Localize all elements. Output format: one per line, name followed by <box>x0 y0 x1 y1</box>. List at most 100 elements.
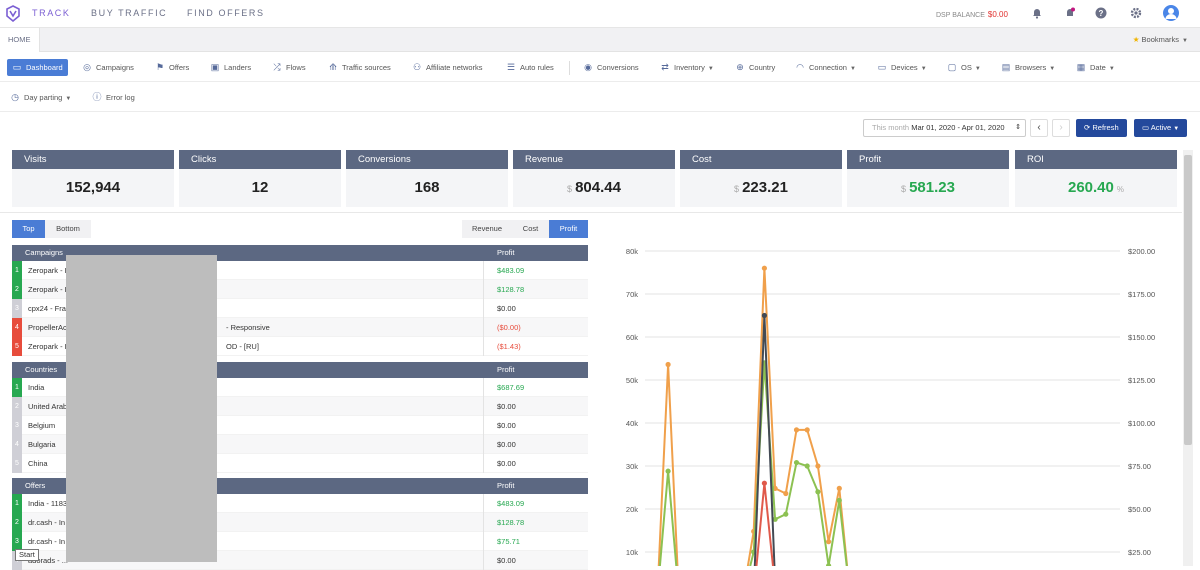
data-point[interactable] <box>772 516 778 522</box>
announcement-icon[interactable] <box>1064 7 1076 19</box>
rank-badge: 2 <box>12 280 22 299</box>
data-point[interactable] <box>836 485 842 491</box>
data-point[interactable] <box>836 497 842 503</box>
shuffle-icon: ⤮ <box>273 62 281 72</box>
data-point[interactable] <box>665 468 671 474</box>
nav-os[interactable]: ▢ OS ▼ <box>947 59 981 76</box>
y-right-tick-label: $25.00 <box>1128 548 1151 557</box>
column-divider <box>483 551 484 570</box>
table-column-header[interactable]: Profit <box>497 481 515 490</box>
data-point[interactable] <box>815 463 821 469</box>
toggle-cost[interactable]: Cost <box>512 220 549 238</box>
wifi-icon: ◠ <box>796 62 804 72</box>
app-logo-icon[interactable] <box>6 5 20 22</box>
data-point[interactable] <box>815 489 821 495</box>
browser-icon: ▤ <box>1001 62 1011 72</box>
data-point[interactable] <box>665 361 671 368</box>
nav-landers[interactable]: ▣ Landers <box>210 59 251 76</box>
nav-flows[interactable]: ⤮ Flows <box>272 59 305 76</box>
nav-date[interactable]: ▦ Date ▼ <box>1076 59 1115 76</box>
y-left-tick-label: 60k <box>626 333 638 342</box>
percent-symbol: % <box>1116 185 1124 194</box>
table-row[interactable]: 1 Zeropark - I $483.09 <box>12 261 588 280</box>
nav-dashboard[interactable]: ▭ Dashboard <box>7 59 68 76</box>
data-point[interactable] <box>761 265 767 271</box>
toggle-top[interactable]: Top <box>12 220 45 238</box>
data-point[interactable] <box>783 490 789 497</box>
page-scrollbar-thumb[interactable] <box>1184 155 1192 445</box>
refresh-button[interactable]: ⟳ Refresh <box>1076 119 1127 137</box>
stat-value: 152,944 <box>65 179 121 196</box>
column-divider <box>483 378 484 397</box>
nav-traffic-sources[interactable]: ⟰ Traffic sources <box>328 59 391 76</box>
row-profit: $0.00 <box>497 440 516 449</box>
user-avatar[interactable] <box>1163 5 1179 21</box>
row-name: China <box>28 459 48 468</box>
active-filter-button[interactable]: ▭ Active ▼ <box>1134 119 1188 137</box>
topnav-track[interactable]: TRACK <box>32 8 71 18</box>
table-row[interactable]: 3 cpx24 - Fra $0.00 <box>12 299 588 318</box>
column-divider <box>483 435 484 454</box>
topnav-find-offers[interactable]: FIND OFFERS <box>187 8 265 18</box>
nav-offers[interactable]: ⚑ Offers <box>155 59 189 76</box>
nav-devices[interactable]: ▭ Devices ▼ <box>877 59 927 76</box>
nav-devices-label: Devices <box>891 63 918 72</box>
table-row[interactable]: 5 Zeropark - I OD - [RU] ($1.43) <box>12 337 588 356</box>
nav-campaigns[interactable]: ◎ Campaigns <box>82 59 134 76</box>
data-point[interactable] <box>783 511 789 517</box>
nav-country[interactable]: ⊕ Country <box>735 59 775 76</box>
row-name: adorads - ... <box>28 556 69 565</box>
y-right-tick-label: $200.00 <box>1128 247 1155 256</box>
toggle-profit[interactable]: Profit <box>549 220 588 238</box>
nav-browsers[interactable]: ▤ Browsers ▼ <box>1001 59 1055 76</box>
data-point[interactable] <box>826 539 832 545</box>
y-right-tick-label: $125.00 <box>1128 376 1155 385</box>
help-icon[interactable]: ? <box>1095 7 1107 19</box>
topnav-buy-traffic[interactable]: BUY TRAFFIC <box>91 8 168 18</box>
data-point[interactable] <box>793 459 800 466</box>
bookmarks-button[interactable]: ★ Bookmarks ▼ <box>1133 35 1188 44</box>
y-left-tick-label: 70k <box>626 290 638 299</box>
toggle-bottom[interactable]: Bottom <box>45 220 91 238</box>
table-column-header[interactable]: Profit <box>497 248 515 257</box>
table-column-header[interactable]: Profit <box>497 365 515 374</box>
data-point[interactable] <box>804 427 810 433</box>
toggle-revenue[interactable]: Revenue <box>462 220 512 238</box>
data-point[interactable] <box>761 480 767 486</box>
nav-conversions[interactable]: ◉ Conversions <box>583 59 639 76</box>
nav-inventory[interactable]: ⇄ Inventory ▼ <box>660 59 714 76</box>
y-left-tick-label: 80k <box>626 247 638 256</box>
nav-auto-rules[interactable]: ☰ Auto rules <box>506 59 554 76</box>
rank-badge: 5 <box>12 454 22 473</box>
nav-day-parting[interactable]: ◷ Day parting ▼ <box>10 89 71 106</box>
data-point[interactable] <box>826 563 832 566</box>
next-period-button[interactable]: › <box>1052 119 1070 137</box>
nav-error-log[interactable]: ⓘ Error log <box>92 89 134 106</box>
y-left-tick-label: 40k <box>626 419 638 428</box>
table-row[interactable]: 5 China $0.00 <box>12 454 588 473</box>
date-range-picker[interactable]: This month Mar 01, 2020 - Apr 01, 2020 ⇕ <box>863 119 1026 137</box>
row-profit: $75.71 <box>497 537 520 546</box>
nav-connection[interactable]: ◠ Connection ▼ <box>795 59 856 76</box>
tab-home[interactable]: HOME <box>0 28 40 52</box>
nav-affiliate-networks[interactable]: ⚇ Affiliate networks <box>412 59 483 76</box>
data-point[interactable] <box>804 463 810 469</box>
dsp-balance: DSP BALANCE $0.00 <box>936 10 1008 19</box>
table-row[interactable]: 3 dr.cash - In $75.71 <box>12 532 588 551</box>
stat-value: 260.40 <box>1067 179 1114 196</box>
data-point[interactable] <box>761 312 767 319</box>
settings-gear-icon[interactable] <box>1130 7 1142 19</box>
previous-period-button[interactable]: ‹ <box>1030 119 1048 137</box>
table-row[interactable]: 1 India $687.69 <box>12 378 588 397</box>
globe-icon: ⊕ <box>736 62 744 72</box>
column-divider <box>483 337 484 356</box>
stat-card-roi: ROI 260.40% <box>1015 150 1177 207</box>
table-row[interactable]: 3 Belgium $0.00 <box>12 416 588 435</box>
bell-icon[interactable] <box>1031 7 1043 19</box>
chevron-left-icon: ‹ <box>1037 122 1041 133</box>
table-row[interactable]: 1 India - 1183 $483.09 <box>12 494 588 513</box>
column-divider <box>483 261 484 280</box>
clock-icon: ◷ <box>11 92 19 102</box>
row-profit: $0.00 <box>497 304 516 313</box>
data-point[interactable] <box>793 427 800 433</box>
